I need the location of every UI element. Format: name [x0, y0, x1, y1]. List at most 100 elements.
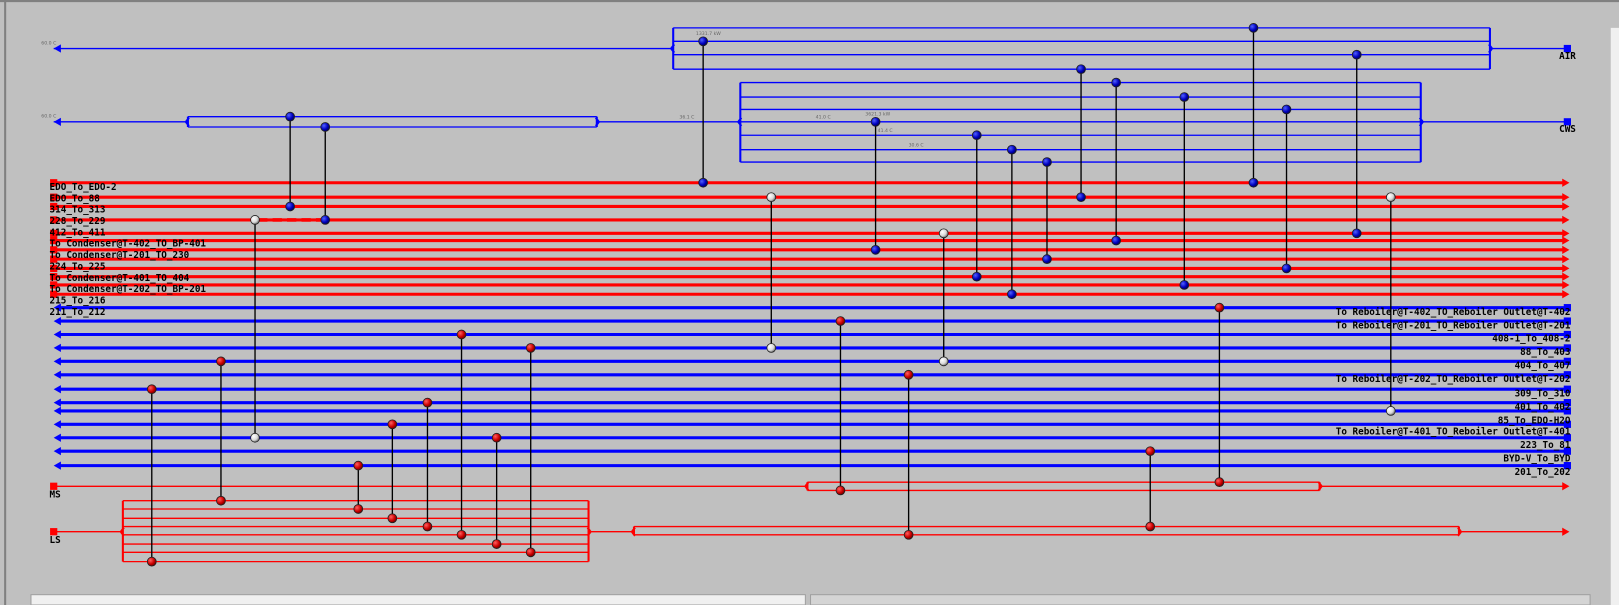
hot-stream-source[interactable] — [50, 236, 58, 245]
hot-stream-source[interactable] — [50, 229, 58, 237]
process-exchanger-node[interactable] — [766, 343, 777, 353]
heater-node[interactable] — [1214, 477, 1225, 487]
ls-split-1-splitter[interactable] — [119, 500, 125, 562]
cooler-node[interactable] — [285, 111, 295, 122]
heater-node[interactable] — [491, 432, 502, 443]
cooler-node[interactable] — [1042, 254, 1052, 264]
heater-node[interactable] — [422, 397, 433, 408]
cooler-node[interactable] — [1248, 23, 1259, 33]
heater-node[interactable] — [1145, 521, 1156, 532]
process-exchanger-node[interactable] — [938, 356, 949, 367]
cooler-node[interactable] — [1351, 49, 1362, 60]
cws-split-1-splitter[interactable] — [185, 116, 190, 127]
heater-node[interactable] — [216, 356, 226, 367]
cooler-node[interactable] — [870, 116, 881, 127]
cooler-node[interactable] — [1042, 157, 1052, 167]
cold-stream-target[interactable] — [1563, 434, 1571, 442]
heater-node[interactable] — [387, 513, 398, 524]
cold-stream-target[interactable] — [1563, 462, 1571, 470]
cooler-node[interactable] — [320, 215, 331, 225]
ls-split-2-mixer[interactable] — [1457, 526, 1462, 537]
heater-node[interactable] — [525, 343, 536, 353]
cold-stream-target[interactable] — [1563, 385, 1571, 393]
hot-stream-source[interactable] — [50, 273, 58, 281]
bottom-panel-right[interactable] — [810, 594, 1591, 605]
process-exchanger-node[interactable] — [250, 432, 260, 443]
cooler-node[interactable] — [285, 201, 295, 212]
heater-node[interactable] — [525, 547, 536, 558]
cooler-node[interactable] — [1248, 177, 1259, 188]
hot-stream-source[interactable] — [50, 246, 58, 254]
heater-node[interactable] — [353, 460, 364, 471]
hot-stream-source[interactable] — [50, 255, 58, 263]
cold-stream-target[interactable] — [1563, 330, 1571, 339]
ls-split-1-mixer[interactable] — [586, 500, 592, 562]
cooler-node[interactable] — [1281, 104, 1292, 115]
cooler-node[interactable] — [1281, 263, 1292, 274]
heater-node[interactable] — [1145, 446, 1156, 457]
cooler-node[interactable] — [698, 177, 709, 188]
hot-stream-source[interactable] — [50, 202, 58, 211]
hot-stream-source[interactable] — [50, 179, 58, 187]
cooler-node[interactable] — [870, 244, 881, 255]
cold-stream-target[interactable] — [1563, 447, 1571, 455]
heater-node[interactable] — [456, 329, 467, 340]
heater-node[interactable] — [835, 316, 846, 326]
cws-split-2-splitter[interactable] — [737, 82, 743, 163]
process-exchanger-node[interactable] — [1385, 406, 1396, 416]
hot-stream-source[interactable] — [50, 290, 58, 298]
air-split-splitter[interactable] — [670, 27, 676, 70]
cold-stream-target[interactable] — [1563, 399, 1571, 407]
cold-stream-target[interactable] — [1563, 317, 1571, 325]
hot-stream-source[interactable] — [50, 193, 58, 201]
ls-split-2-splitter[interactable] — [631, 526, 636, 537]
ms-split-mixer[interactable] — [1317, 481, 1323, 492]
heater-node[interactable] — [1214, 302, 1225, 313]
hot-stream-source[interactable] — [50, 281, 58, 289]
process-exchanger-node[interactable] — [938, 228, 949, 239]
process-exchanger-node[interactable] — [1385, 192, 1396, 203]
cold-stream-target[interactable] — [1563, 420, 1571, 428]
process-exchanger-node[interactable] — [766, 192, 777, 203]
heater-node[interactable] — [146, 556, 157, 567]
heater-node[interactable] — [903, 529, 914, 540]
cooler-node[interactable] — [320, 122, 331, 132]
cooler-node[interactable] — [1179, 92, 1190, 102]
cooler-node[interactable] — [1351, 228, 1362, 239]
process-exchanger-node[interactable] — [250, 215, 260, 225]
cooler-node[interactable] — [1076, 192, 1086, 203]
utility-cws-target[interactable] — [1563, 118, 1571, 126]
utility-air-target[interactable] — [1563, 44, 1571, 53]
cooler-node[interactable] — [1111, 77, 1122, 88]
cooler-node[interactable] — [698, 36, 709, 47]
air-split-mixer[interactable] — [1488, 27, 1493, 70]
hot-stream-source[interactable] — [50, 264, 58, 273]
cws-split-1-mixer[interactable] — [594, 116, 600, 127]
heater-node[interactable] — [835, 485, 846, 496]
utility-ms-source[interactable] — [50, 482, 58, 490]
cold-stream-target[interactable] — [1563, 407, 1571, 415]
heater-node[interactable] — [216, 495, 226, 506]
heater-node[interactable] — [422, 521, 433, 532]
heater-node[interactable] — [491, 539, 502, 549]
cooler-node[interactable] — [971, 130, 982, 141]
hot-stream-source[interactable] — [50, 216, 58, 224]
heater-node[interactable] — [387, 419, 398, 430]
cold-stream-target[interactable] — [1563, 357, 1571, 365]
cold-stream-target[interactable] — [1563, 304, 1571, 312]
heater-node[interactable] — [456, 529, 467, 540]
cooler-node[interactable] — [1179, 280, 1190, 290]
cooler-node[interactable] — [971, 271, 982, 282]
cooler-node[interactable] — [1076, 64, 1086, 75]
cold-stream-target[interactable] — [1563, 371, 1571, 379]
cooler-node[interactable] — [1007, 144, 1017, 155]
utility-ls-source[interactable] — [50, 528, 58, 536]
cooler-node[interactable] — [1007, 289, 1017, 300]
cws-split-2-mixer[interactable] — [1418, 82, 1424, 163]
heater-node[interactable] — [353, 504, 364, 514]
heater-node[interactable] — [146, 384, 157, 395]
heater-node[interactable] — [903, 369, 914, 380]
cooler-node[interactable] — [1111, 235, 1122, 246]
cold-stream-target[interactable] — [1563, 344, 1571, 352]
